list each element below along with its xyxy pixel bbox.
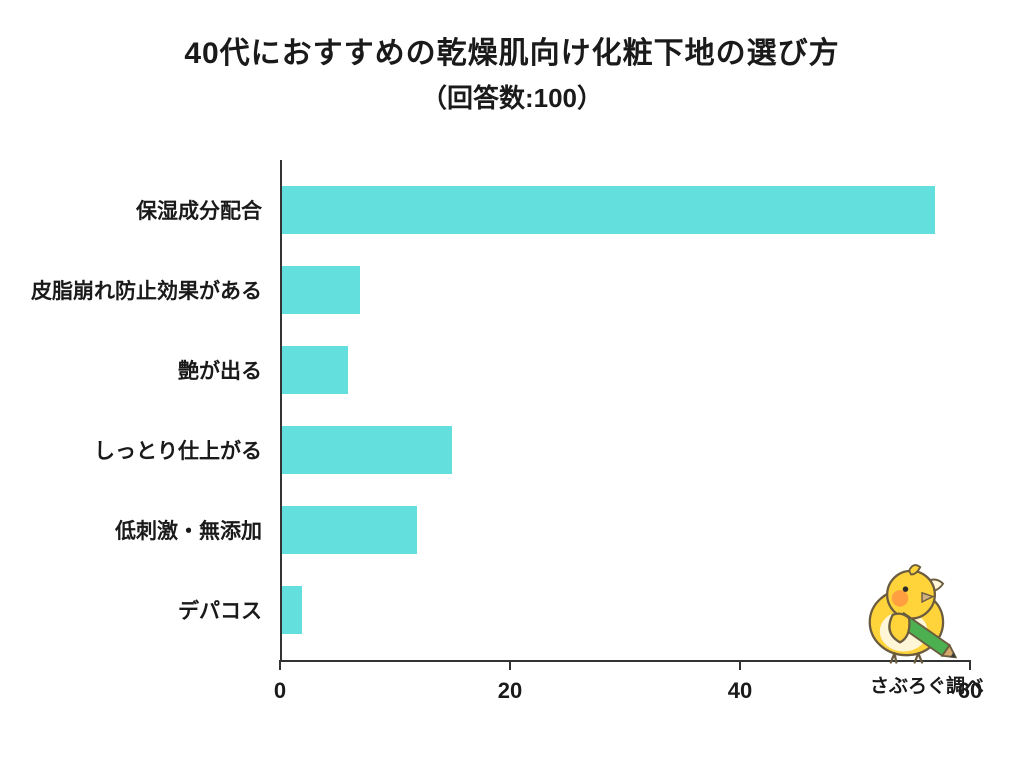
x-tick xyxy=(509,660,511,670)
y-axis-label: 艶が出る xyxy=(178,355,280,385)
bar xyxy=(280,345,349,395)
bar xyxy=(280,585,303,635)
y-axis-label: デパコス xyxy=(178,595,280,625)
bar xyxy=(280,185,936,235)
credit-text: さぶろぐ調べ xyxy=(870,671,984,698)
x-tick xyxy=(279,660,281,670)
bar xyxy=(280,505,418,555)
x-tick xyxy=(969,660,971,670)
y-axis-line xyxy=(280,160,282,660)
x-tick-label: 0 xyxy=(274,678,286,704)
y-axis-label: 低刺激・無添加 xyxy=(115,515,280,545)
x-tick-label: 20 xyxy=(498,678,522,704)
y-axis-label: 保湿成分配合 xyxy=(136,195,280,225)
x-tick xyxy=(739,660,741,670)
y-axis-label: しっとり仕上がる xyxy=(94,435,280,465)
x-tick-label: 40 xyxy=(728,678,752,704)
mascot-bird-icon xyxy=(856,558,966,668)
bar xyxy=(280,265,361,315)
y-axis-label: 皮脂崩れ防止効果がある xyxy=(31,275,280,305)
bar xyxy=(280,425,453,475)
